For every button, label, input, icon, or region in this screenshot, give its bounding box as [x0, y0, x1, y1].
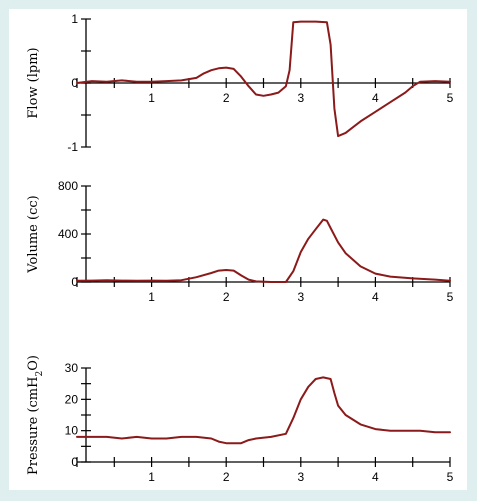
flow-y-tick-label: 0 [71, 76, 78, 90]
pressure-y-tick-label: 10 [65, 424, 79, 438]
pressure-x-tick-label: 5 [447, 470, 454, 484]
volume-x-tick-label: 2 [223, 290, 230, 304]
volume-y-tick-label: 800 [58, 179, 78, 193]
volume-x-tick-label: 5 [447, 290, 454, 304]
figure: -1 0 1 1 2 3 4 5 Flow (lpm) 0 400 800 1 2 3 4 5 Volume (c… [9, 9, 467, 490]
volume-panel: 0 400 800 1 2 3 4 5 Volume (cc) [26, 179, 454, 304]
volume-x-tick-label: 3 [297, 290, 304, 304]
flow-x-tick-label: 3 [297, 91, 304, 105]
flow-x-tick-label: 4 [372, 91, 379, 105]
pressure-x-tick-label: 2 [223, 470, 230, 484]
volume-x-tick-label: 1 [148, 290, 155, 304]
pressure-y-tick-label: 30 [65, 361, 79, 375]
pressure-y-tick-label: 0 [71, 455, 78, 469]
pressure-y-axis-label: Pressure (cmH2O) [26, 355, 45, 475]
volume-series-line [76, 218, 451, 283]
flow-y-axis-label: Flow (lpm) [26, 47, 41, 118]
flow-panel: -1 0 1 1 2 3 4 5 Flow (lpm) [26, 12, 454, 154]
pressure-x-tick-label: 4 [372, 470, 379, 484]
flow-x-tick-label: 1 [148, 91, 155, 105]
pressure-x-tick-label: 3 [297, 470, 304, 484]
volume-x-tick-label: 4 [372, 290, 379, 304]
pressure-y-tick-label: 20 [65, 392, 79, 406]
flow-x-tick-label: 2 [223, 91, 230, 105]
flow-series-line [76, 20, 451, 138]
pressure-panel: 0 10 20 30 1 2 3 4 5 Pressure (cmH2O) [26, 355, 454, 484]
pressure-x-tick-label: 1 [148, 470, 155, 484]
volume-y-axis-label: Volume (cc) [26, 195, 41, 273]
pressure-series-line [76, 376, 451, 445]
flow-y-tick-label: -1 [67, 140, 78, 154]
volume-y-tick-label: 0 [71, 275, 78, 289]
volume-y-tick-label: 400 [58, 227, 78, 241]
flow-x-tick-label: 5 [447, 91, 454, 105]
flow-y-tick-label: 1 [71, 12, 78, 26]
chart-area: -1 0 1 1 2 3 4 5 Flow (lpm) 0 400 800 1 2 3 4 5 Volume (c… [26, 12, 454, 484]
